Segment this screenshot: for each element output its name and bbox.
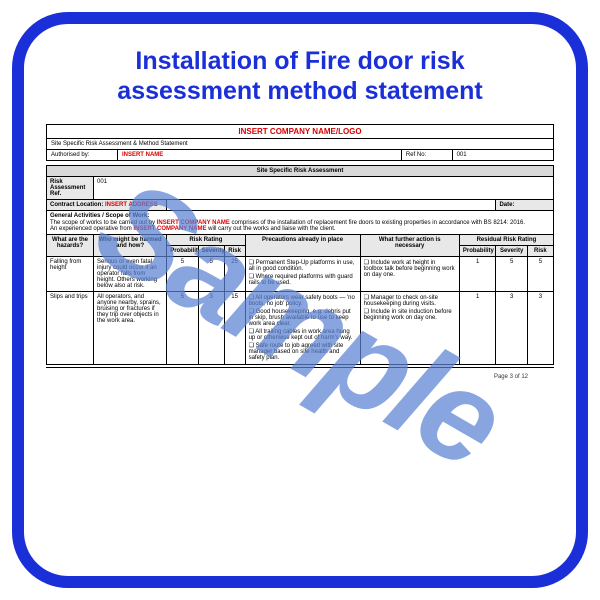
refno-value: 001 [452,150,553,161]
col-rrisk: Risk [527,246,553,257]
title-line-1: Installation of Fire door risk [135,47,464,75]
blue-frame: Installation of Fire door risk assessmen… [12,12,588,588]
ra-ref-value: 001 [94,177,554,200]
refno-label: Ref No: [401,150,452,161]
col-risk: Risk [224,246,245,257]
col-hazards: What are the hazards? [47,235,94,257]
scope-company-2: INSERT COMPANY NAME [133,226,206,232]
page-title: Installation of Fire door risk assessmen… [24,46,576,106]
location-label: Contract Location: [50,202,103,208]
scope-line2b: will carry out the works and liaise with… [207,226,336,232]
table-main-title: Site Specific Risk Assessment [47,166,554,177]
col-residual: Residual Risk Rating [459,235,553,246]
col-risk-rating: Risk Rating [167,235,245,246]
col-prob: Probability [167,246,198,257]
risk-assessment-table: Site Specific Risk Assessment Risk Asses… [46,165,554,365]
col-sev: Severity [198,246,224,257]
scope-line2a: An experienced operative from [50,226,133,232]
date-label: Date: [496,200,554,211]
footer-rule [46,367,554,368]
col-precautions: Precautions already in place [245,235,360,257]
auth-label: Authorised by: [47,150,118,161]
company-logo-placeholder: INSERT COMPANY NAME/LOGO [47,125,554,139]
location-row: Contract Location: INSERT ADDRESS [47,200,167,211]
auth-value: INSERT NAME [117,150,401,161]
ra-ref-label: Risk Assessment Ref. [47,177,94,200]
col-further: What further action is necessary [360,235,459,257]
title-line-2: assessment method statement [117,77,482,105]
header-subtitle: Site Specific Risk Assessment & Method S… [47,139,554,150]
table-row: Slips and tripsAll operators, and anyone… [47,292,554,365]
col-rprob: Probability [459,246,496,257]
document-preview: INSERT COMPANY NAME/LOGO Site Specific R… [46,124,554,380]
location-value: INSERT ADDRESS [105,202,158,208]
col-rsev: Severity [496,246,527,257]
header-table: INSERT COMPANY NAME/LOGO Site Specific R… [46,124,554,161]
table-row: Falling from heightSerious or even fatal… [47,257,554,292]
page-footer: Page 3 of 12 [46,374,528,380]
scope-header: General Activities / Scope of Work: [50,213,550,219]
scope-cell: General Activities / Scope of Work: The … [47,211,554,235]
col-who: Who might be harmed and how? [94,235,167,257]
